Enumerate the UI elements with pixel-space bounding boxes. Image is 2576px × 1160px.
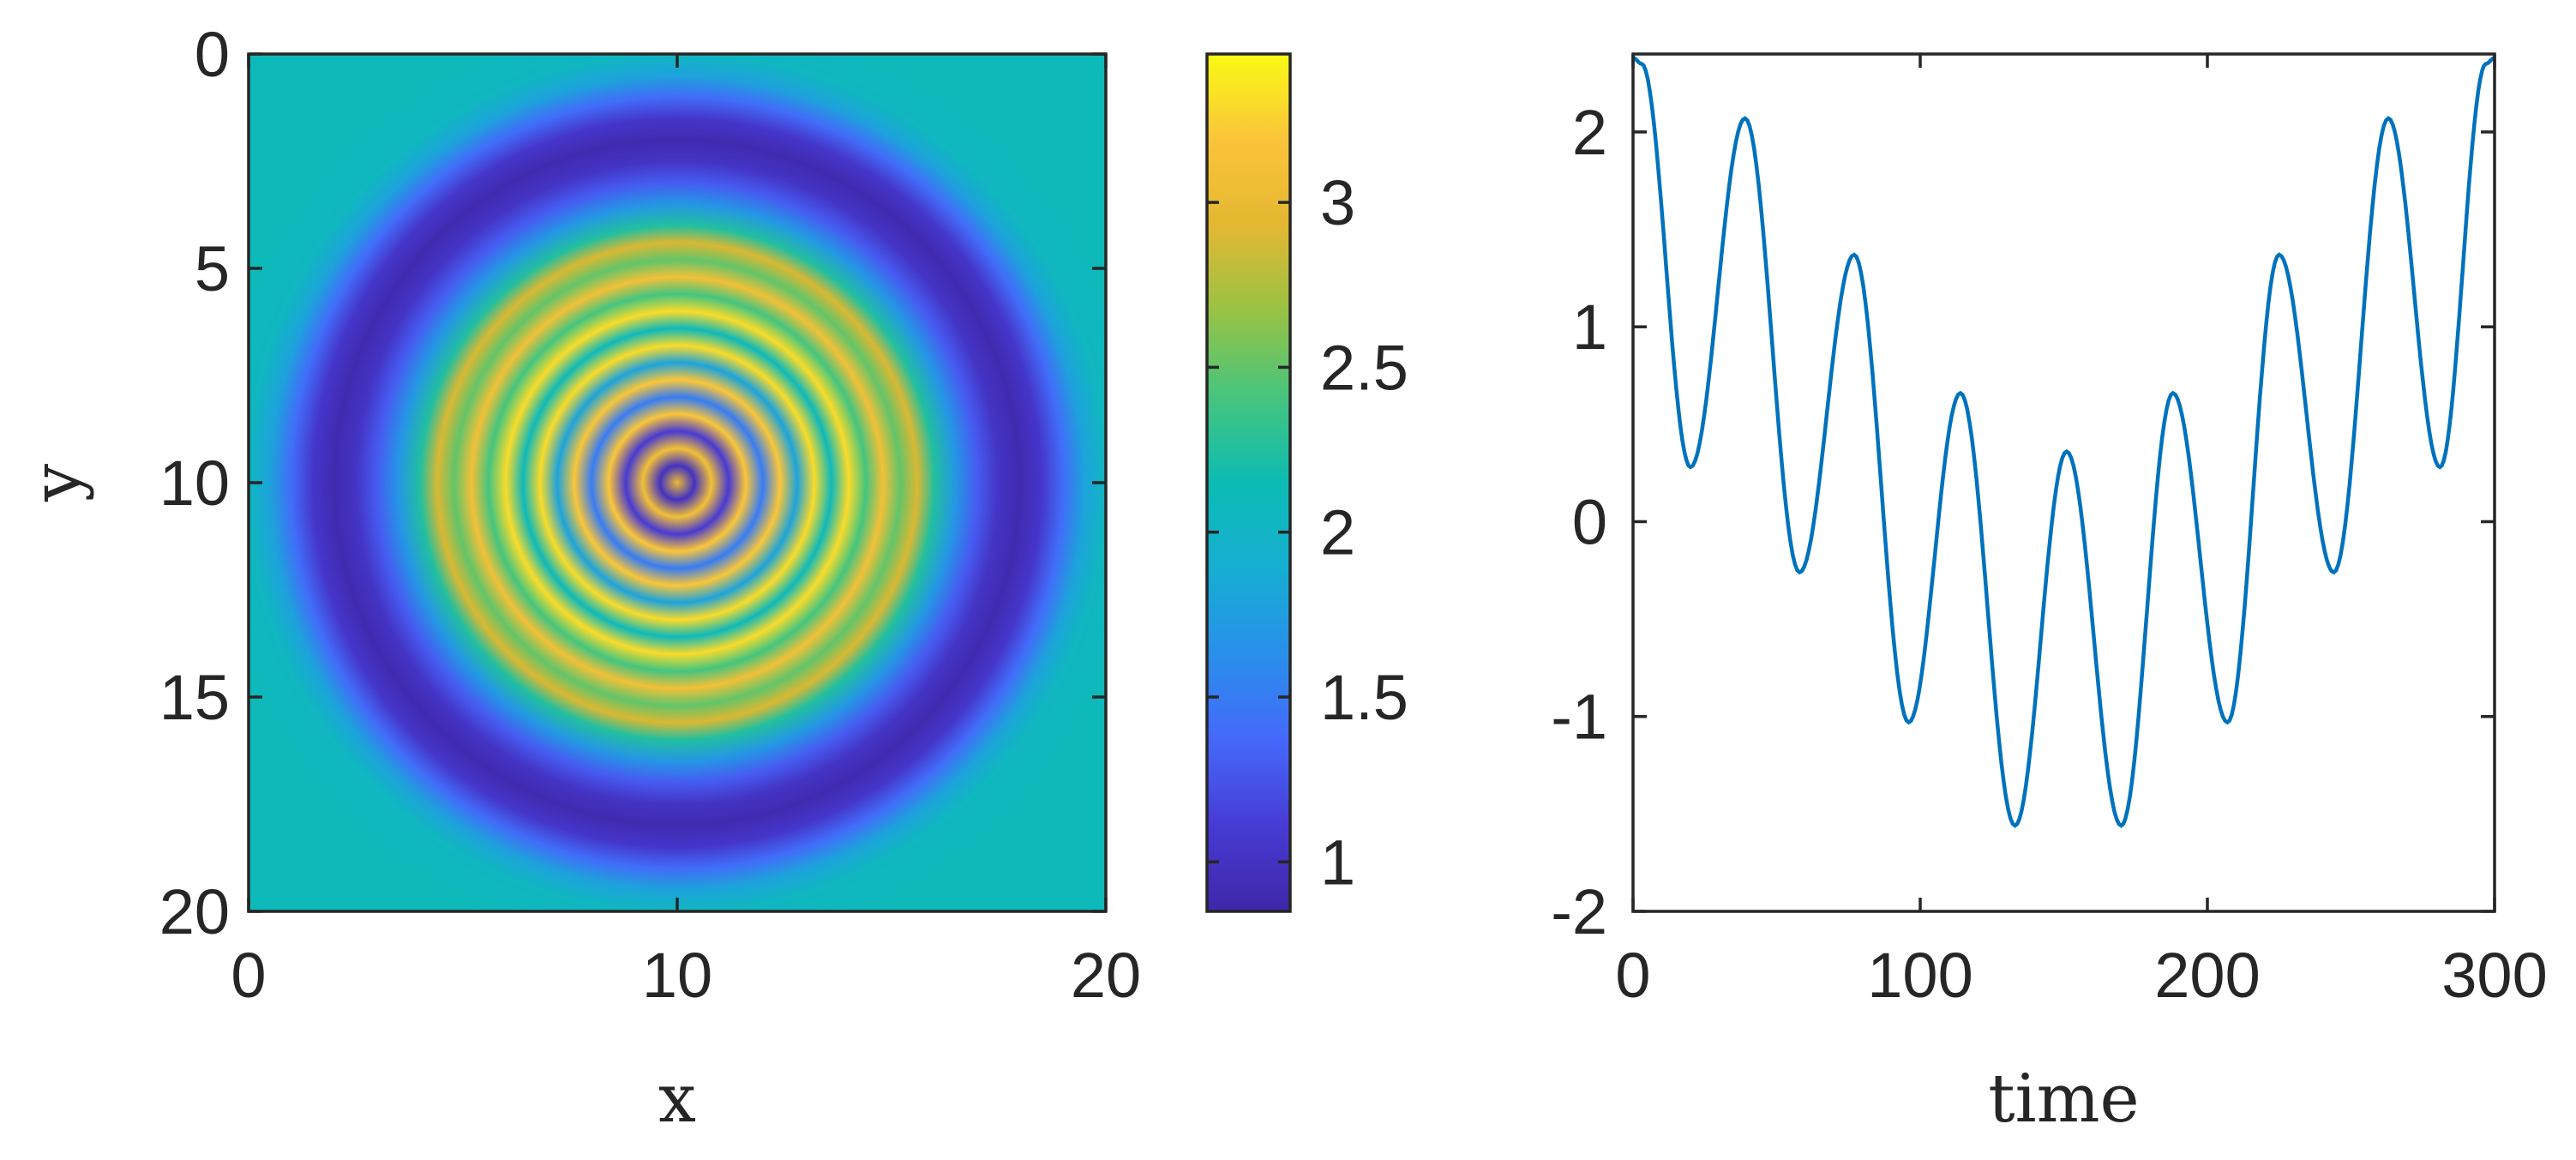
heatmap-x-tick-label: 10 xyxy=(642,940,712,1011)
line-y-tick-label: -2 xyxy=(1551,876,1607,947)
line-x-tick-label: 100 xyxy=(1867,940,1973,1011)
line-y-tick-label: 0 xyxy=(1572,486,1607,557)
heatmap-panel: 0 10 20 0 5 10 15 20 x y xyxy=(18,19,1141,1138)
line-plot-frame xyxy=(1631,52,2496,913)
colorbar: 1 1.5 2 2.5 3 xyxy=(1205,52,1408,913)
line-y-tick-label: 1 xyxy=(1572,292,1607,363)
colorbar-tick-label: 1 xyxy=(1320,826,1355,898)
colorbar-fill xyxy=(1207,54,1290,911)
colorbar-tick-label: 2 xyxy=(1320,497,1355,568)
heatmap-rings xyxy=(249,54,1106,911)
line-x-tick-label: 0 xyxy=(1615,940,1650,1011)
line-panel: 0 100 200 300 -2 -1 0 1 2 time xyxy=(1551,52,2548,1138)
heatmap-y-tick-label: 10 xyxy=(159,448,230,519)
heatmap-y-tick-label: 5 xyxy=(195,233,230,304)
line-x-tick-label: 300 xyxy=(2441,940,2547,1011)
line-plot-background xyxy=(1633,54,2495,911)
line-y-tick-label: 2 xyxy=(1572,97,1607,168)
line-x-tick-label: 200 xyxy=(2154,940,2260,1011)
line-x-axis-title: time xyxy=(1988,1061,2139,1138)
heatmap-y-tick-label: 20 xyxy=(159,876,230,947)
line-y-ticks: -2 -1 0 1 2 xyxy=(1551,97,2495,947)
colorbar-tick-label: 1.5 xyxy=(1320,662,1408,733)
heatmap-x-tick-label: 0 xyxy=(231,940,266,1011)
heatmap-x-ticks: 0 10 20 xyxy=(231,54,1141,1011)
heatmap-x-axis-title: x xyxy=(658,1061,696,1138)
heatmap-y-ticks: 0 5 10 15 20 xyxy=(159,19,1106,947)
heatmap-x-tick-label: 20 xyxy=(1071,940,1141,1011)
colorbar-tick-label: 2.5 xyxy=(1320,332,1408,403)
heatmap-y-tick-label: 0 xyxy=(195,19,230,90)
heatmap-y-axis-title: y xyxy=(18,464,95,502)
heatmap-y-tick-label: 15 xyxy=(159,662,230,733)
line-y-tick-label: -1 xyxy=(1551,682,1607,753)
line-x-ticks: 0 100 200 300 xyxy=(1615,54,2548,1011)
colorbar-ticks: 1 1.5 2 2.5 3 xyxy=(1207,167,1408,898)
colorbar-frame xyxy=(1205,52,1292,913)
series-line xyxy=(1633,56,2495,828)
colorbar-tick-label: 3 xyxy=(1320,167,1355,238)
